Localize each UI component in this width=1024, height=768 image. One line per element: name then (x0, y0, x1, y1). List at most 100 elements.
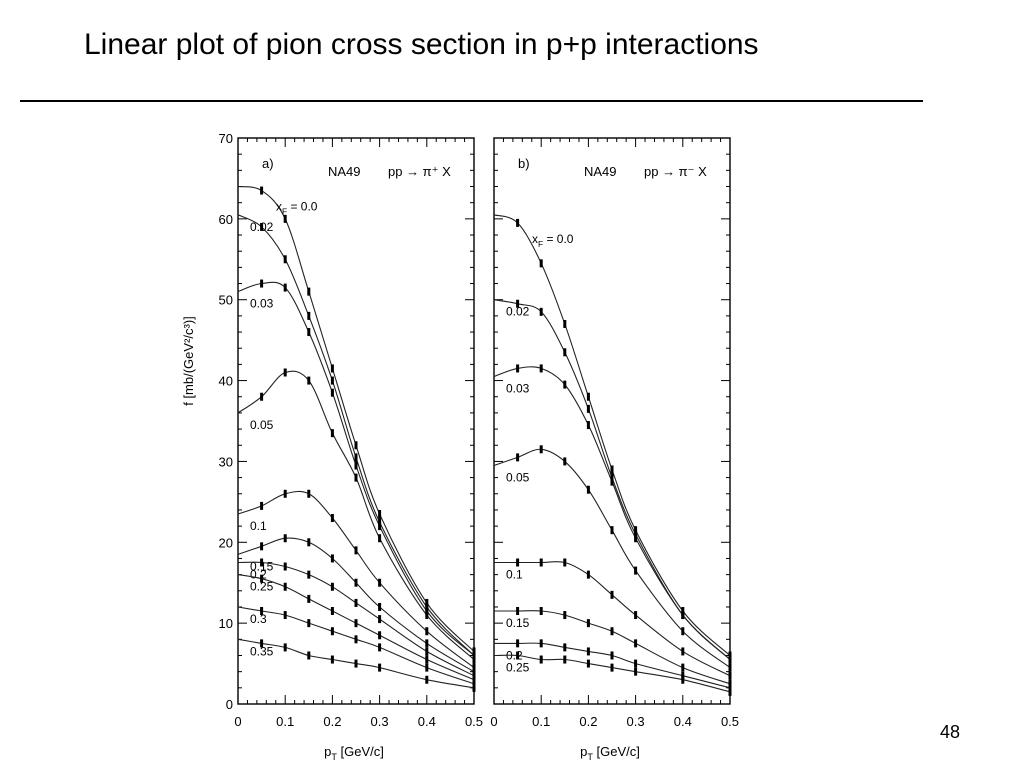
y-tick-label: 30 (219, 454, 233, 469)
data-point (354, 473, 358, 482)
plot-frame-1 (237, 137, 475, 705)
data-point (472, 667, 476, 676)
data-point (378, 663, 382, 672)
data-point (516, 607, 520, 616)
data-point (610, 590, 614, 599)
data-point (681, 663, 685, 672)
page-number: 48 (940, 722, 961, 742)
series-label: 0.02 (250, 220, 274, 234)
data-point (610, 465, 614, 474)
data-point (563, 643, 567, 652)
x-tick-label: 0.1 (532, 714, 550, 729)
data-point (472, 663, 476, 672)
data-point (586, 485, 590, 494)
data-point (425, 607, 429, 616)
data-point (586, 570, 590, 579)
data-point (283, 611, 287, 620)
data-point (586, 392, 590, 401)
data-point (472, 683, 476, 692)
series-label: 0.03 (250, 297, 274, 311)
y-tick-label: 0 (226, 697, 233, 712)
y-tick-label: 60 (219, 212, 233, 227)
data-point (378, 615, 382, 624)
data-point (378, 643, 382, 652)
data-point (307, 538, 311, 547)
data-point (563, 558, 567, 567)
data-point (307, 489, 311, 498)
reaction-label: pp → π⁺ X (388, 164, 451, 179)
data-point (307, 651, 311, 660)
data-point (586, 404, 590, 413)
data-point (378, 578, 382, 587)
data-point (330, 582, 334, 591)
data-point (563, 611, 567, 620)
data-point (539, 639, 543, 648)
data-point (472, 655, 476, 664)
data-point (516, 639, 520, 648)
data-point (260, 574, 264, 583)
series-label: 0.02 (506, 305, 530, 319)
data-point (260, 639, 264, 648)
data-point (354, 461, 358, 470)
data-point (634, 534, 638, 543)
data-point (307, 287, 311, 296)
data-point (610, 526, 614, 535)
data-point (378, 602, 382, 611)
title-divider (20, 100, 923, 102)
data-point (307, 311, 311, 320)
data-point (307, 570, 311, 579)
data-point (283, 368, 287, 377)
data-point (539, 445, 543, 454)
experiment-label: NA49 (584, 164, 617, 179)
experiment-label: NA49 (328, 164, 361, 179)
data-point (307, 619, 311, 628)
data-point (516, 558, 520, 567)
x-tick-label: 0.4 (418, 714, 436, 729)
data-point (330, 376, 334, 385)
data-point (354, 598, 358, 607)
series-label: 0.1 (506, 568, 523, 582)
series-line (237, 185, 475, 652)
data-point (610, 477, 614, 486)
data-point (634, 526, 638, 535)
data-point (283, 255, 287, 264)
series-label: 0.25 (250, 580, 274, 594)
x-tick-label: 0 (490, 714, 497, 729)
data-point (330, 388, 334, 397)
data-point (354, 578, 358, 587)
data-point (354, 441, 358, 450)
data-point (472, 671, 476, 680)
data-point (563, 655, 567, 664)
data-point (283, 214, 287, 223)
series-line (237, 281, 475, 656)
y-tick-label: 10 (219, 616, 233, 631)
x-tick-label: 0.2 (579, 714, 597, 729)
x-tick-label: 0.5 (465, 714, 483, 729)
data-point (260, 222, 264, 231)
x-tick-label: 0.1 (276, 714, 294, 729)
data-point (283, 643, 287, 652)
data-point (516, 453, 520, 462)
data-point (539, 558, 543, 567)
data-point (563, 319, 567, 328)
data-point (610, 627, 614, 636)
data-point (260, 501, 264, 510)
data-point (681, 627, 685, 636)
data-point (472, 647, 476, 656)
data-point (378, 509, 382, 518)
data-point (307, 328, 311, 337)
data-point (330, 627, 334, 636)
data-point (728, 663, 732, 672)
y-tick-label: 40 (219, 374, 233, 389)
data-point (307, 594, 311, 603)
data-point (472, 675, 476, 684)
data-point (378, 534, 382, 543)
data-point (283, 562, 287, 571)
data-point (610, 473, 614, 482)
data-point (634, 611, 638, 620)
data-point (330, 655, 334, 664)
data-point (610, 651, 614, 660)
data-point (260, 558, 264, 567)
data-point (378, 631, 382, 640)
data-point (728, 655, 732, 664)
